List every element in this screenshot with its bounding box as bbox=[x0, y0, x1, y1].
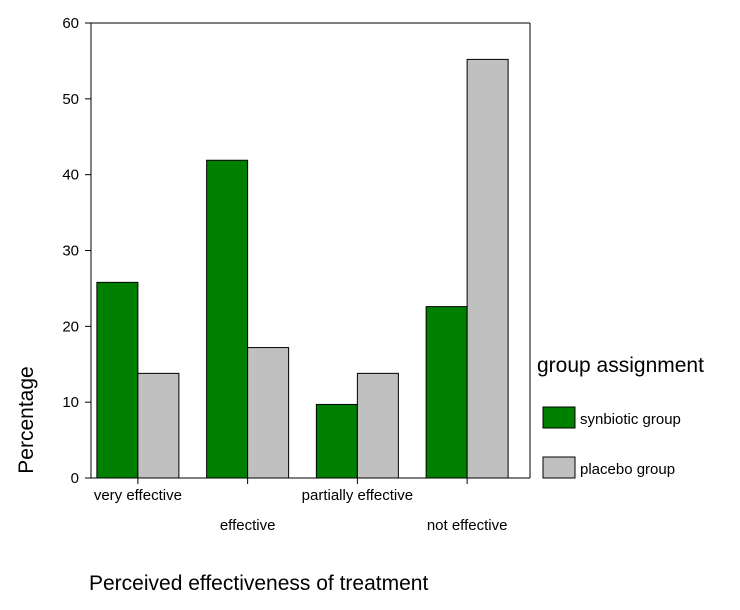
legend: group assignment synbiotic group placebo … bbox=[537, 354, 704, 479]
legend-label-synbiotic-group: synbiotic group bbox=[580, 411, 681, 428]
bar-placebo-group-very-effective bbox=[137, 372, 180, 479]
bar-placebo-group-not-effective bbox=[466, 58, 509, 479]
y-axis: 0 10 20 30 40 50 60 bbox=[62, 15, 91, 487]
y-tick-label: 0 bbox=[71, 470, 79, 487]
bar-placebo-group-partially-effective bbox=[356, 372, 399, 479]
y-tick-label: 20 bbox=[62, 318, 79, 335]
legend-title: group assignment bbox=[537, 354, 704, 377]
y-tick-label: 40 bbox=[62, 167, 79, 184]
x-tick-label: partially effective bbox=[302, 487, 413, 504]
y-tick-label: 60 bbox=[62, 15, 79, 32]
x-axis-title: Perceived effectiveness of treatment bbox=[89, 572, 428, 595]
y-tick-label: 10 bbox=[62, 394, 79, 411]
bar-synbiotic-group-not-effective bbox=[425, 306, 468, 479]
legend-swatch-synbiotic-group bbox=[542, 406, 576, 429]
x-tick-label: very effective bbox=[94, 487, 182, 504]
x-axis: very effective effective partially effecti… bbox=[94, 478, 508, 534]
y-tick-label: 30 bbox=[62, 243, 79, 260]
bar-placebo-group-effective bbox=[247, 347, 290, 479]
bars bbox=[96, 58, 509, 479]
legend-label-placebo-group: placebo group bbox=[580, 461, 675, 478]
bar-synbiotic-group-effective bbox=[206, 159, 249, 479]
legend-swatch-placebo-group bbox=[542, 456, 576, 479]
bar-synbiotic-group-very-effective bbox=[96, 281, 139, 479]
bar-synbiotic-group-partially-effective bbox=[315, 403, 358, 479]
y-axis-title: Percentage bbox=[15, 366, 38, 473]
x-tick-label: effective bbox=[220, 517, 276, 534]
y-tick-label: 50 bbox=[62, 91, 79, 108]
x-tick-label: not effective bbox=[427, 517, 508, 534]
